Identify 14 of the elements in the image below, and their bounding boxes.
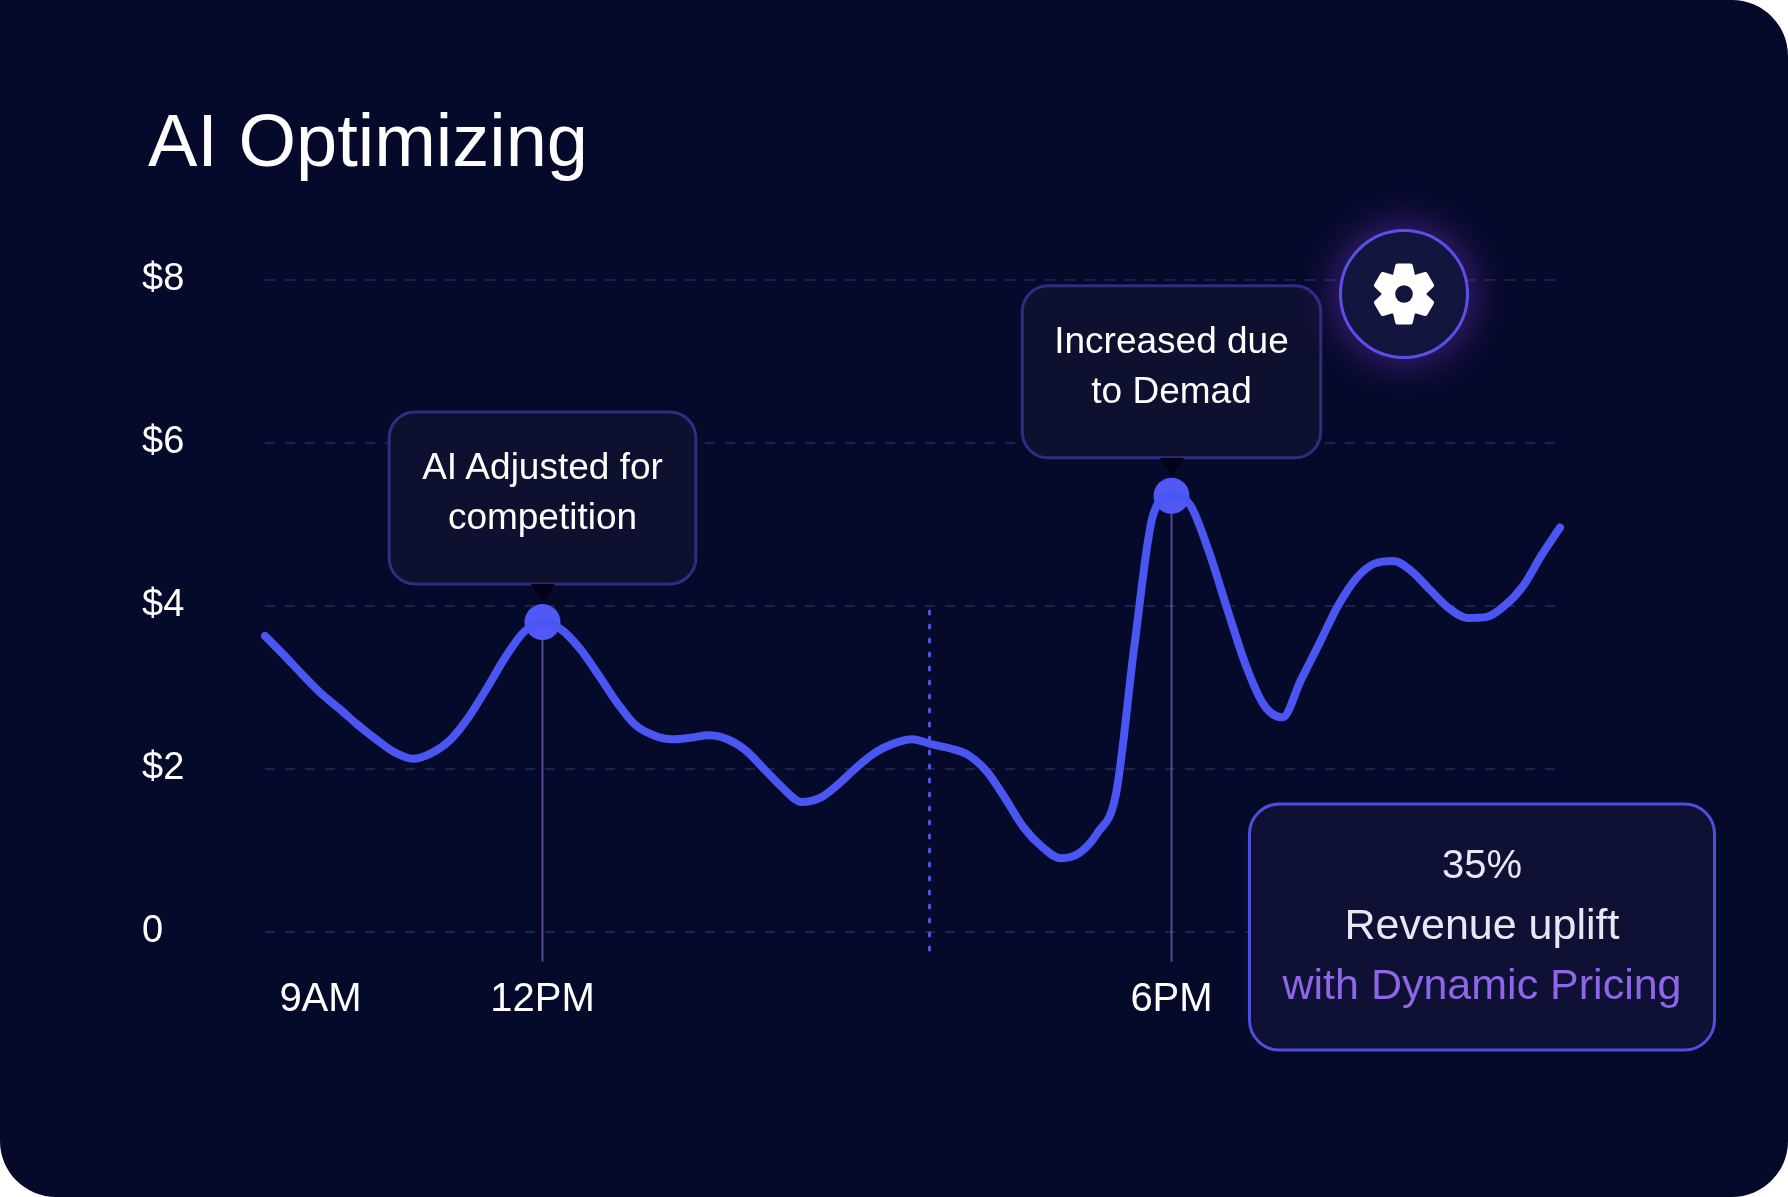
y-tick-label: $6 — [142, 419, 185, 462]
x-tick-label: 12PM — [490, 974, 595, 1019]
annotation: 35% — [1441, 842, 1523, 887]
y-tick-label: $8 — [142, 256, 185, 299]
annotation: Increased due to Demad — [1054, 320, 1289, 412]
text: with Dynamic Pricing — [1281, 959, 1682, 1008]
y-tick-label: 0 — [142, 907, 164, 950]
y-tick-label: $2 — [142, 745, 185, 788]
annotation: Revenue uplift — [1344, 899, 1620, 948]
x-tick-label: 6PM — [1130, 974, 1213, 1019]
y-tick-label: $4 — [142, 582, 185, 625]
x-tick-label: 9AM — [279, 974, 362, 1019]
chart-title: AI Optimizing — [148, 99, 589, 182]
annotation: AI Adjusted for competition — [422, 446, 663, 538]
